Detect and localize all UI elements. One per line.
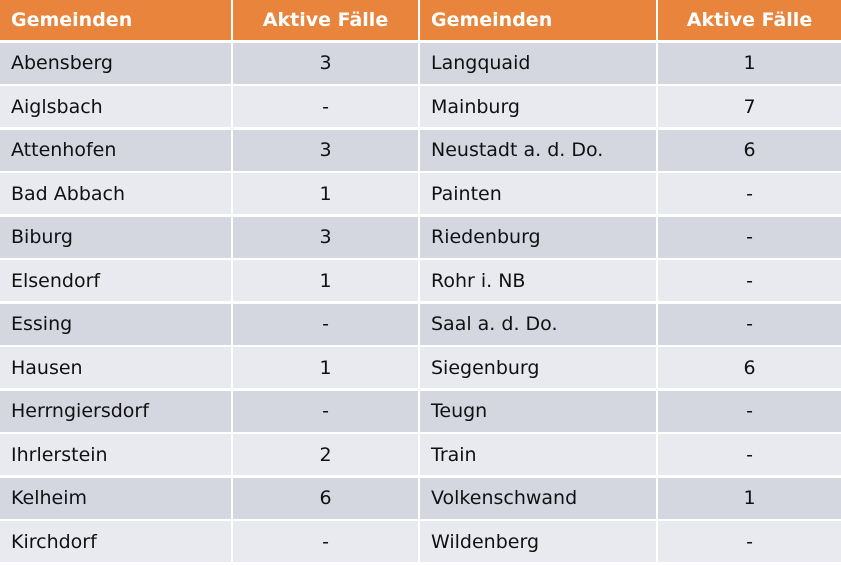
case-count: -: [658, 303, 841, 345]
municipality: Mainburg: [420, 86, 656, 127]
municipality: Herrngiersdorf: [0, 390, 231, 432]
case-count: 3: [233, 42, 418, 84]
case-count: 6: [658, 129, 841, 171]
case-count: 1: [233, 347, 418, 388]
municipality: Bad Abbach: [0, 173, 231, 214]
municipality: Train: [420, 434, 656, 475]
case-count: -: [658, 260, 841, 301]
municipality: Aiglsbach: [0, 86, 231, 127]
case-count: 1: [658, 42, 841, 84]
case-count: 7: [658, 86, 841, 127]
case-count: 3: [233, 216, 418, 258]
case-count: 6: [233, 477, 418, 519]
case-count: -: [233, 390, 418, 432]
case-count: -: [233, 86, 418, 127]
municipality: Biburg: [0, 216, 231, 258]
case-count: 1: [658, 477, 841, 519]
municipality: Langquaid: [420, 42, 656, 84]
municipality: Kelheim: [0, 477, 231, 519]
municipality: Attenhofen: [0, 129, 231, 171]
case-count: -: [658, 521, 841, 562]
municipality: Hausen: [0, 347, 231, 388]
header-cell: Gemeinden: [0, 0, 231, 40]
municipality: Elsendorf: [0, 260, 231, 301]
case-count: -: [658, 390, 841, 432]
municipality: Riedenburg: [420, 216, 656, 258]
case-count: 6: [658, 347, 841, 388]
case-count: -: [658, 173, 841, 214]
municipality: Kirchdorf: [0, 521, 231, 562]
case-count: 2: [233, 434, 418, 475]
header-cell: Gemeinden: [420, 0, 656, 40]
municipality: Siegenburg: [420, 347, 656, 388]
municipality: Ihrlerstein: [0, 434, 231, 475]
case-count: -: [658, 216, 841, 258]
case-count: -: [233, 521, 418, 562]
case-count: -: [233, 303, 418, 345]
header-cell: Aktive Fälle: [658, 0, 841, 40]
municipality: Wildenberg: [420, 521, 656, 562]
case-count: -: [658, 434, 841, 475]
header-cell: Aktive Fälle: [233, 0, 418, 40]
municipality: Abensberg: [0, 42, 231, 84]
municipality: Volkenschwand: [420, 477, 656, 519]
case-count: 1: [233, 173, 418, 214]
case-count: 3: [233, 129, 418, 171]
municipality: Saal a. d. Do.: [420, 303, 656, 345]
municipality: Rohr i. NB: [420, 260, 656, 301]
municipality: Neustadt a. d. Do.: [420, 129, 656, 171]
case-count: 1: [233, 260, 418, 301]
municipality: Painten: [420, 173, 656, 214]
municipality: Essing: [0, 303, 231, 345]
municipality: Teugn: [420, 390, 656, 432]
